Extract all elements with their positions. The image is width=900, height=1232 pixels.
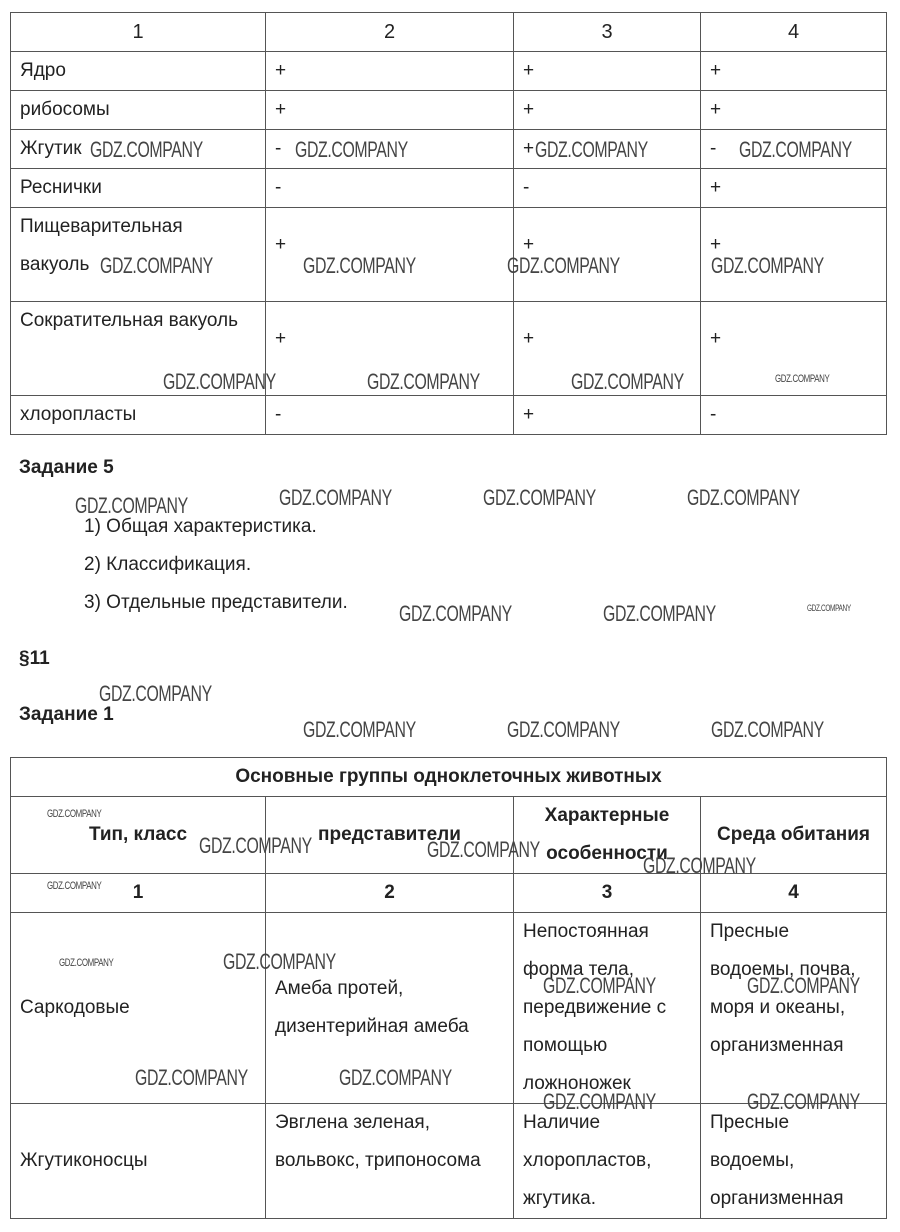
cell: + <box>513 90 701 130</box>
header-cell: 4 <box>700 12 887 52</box>
cell: - <box>700 129 887 169</box>
number-cell: 4 <box>699 873 888 913</box>
table-header-row: Тип, класс представители Характерные осо… <box>10 796 888 874</box>
cell: + <box>700 51 887 91</box>
table-row: Реснички - - + <box>10 168 887 208</box>
cell: Жгутик <box>10 129 266 169</box>
watermark: GDZ.COMPANY <box>99 681 212 706</box>
watermark: GDZ.COMPANY <box>303 717 416 742</box>
task1-heading: Задание 1 <box>19 704 114 725</box>
task5-list: 1) Общая характеристика. 2) Классификаци… <box>84 508 348 622</box>
header-cell: представители <box>265 796 514 874</box>
cell: - <box>513 168 701 208</box>
cell: Саркодовые <box>10 912 266 1104</box>
cell: - <box>265 129 514 169</box>
cell: + <box>265 51 514 91</box>
list-item: 3) Отдельные представители. <box>84 592 348 613</box>
section-heading: §11 <box>19 648 50 669</box>
cell: Сократительная вакуоль <box>10 301 266 396</box>
cell: Пищеварительная вакуоль <box>10 207 266 302</box>
watermark: GDZ.COMPANY <box>711 717 824 742</box>
cell: Эвглена зеленая, вольвокс, трипоносома <box>265 1103 514 1219</box>
cell: + <box>513 207 701 302</box>
organelles-table: 1 2 3 4 Ядро + + + рибосомы + + + Жгутик - + - Ре… <box>10 12 887 435</box>
table-row: Ядро + + + <box>10 51 887 91</box>
cell: Жгутиконосцы <box>10 1103 266 1219</box>
cell: + <box>513 51 701 91</box>
cell: Непостоянная форма тела, передвижение с … <box>513 912 701 1104</box>
table-row: рибосомы + + + <box>10 90 887 130</box>
number-cell: 1 <box>10 873 266 913</box>
cell: Реснички <box>10 168 266 208</box>
header-cell: 3 <box>513 12 701 52</box>
number-cell: 2 <box>265 873 514 913</box>
cell: Пресные водоемы, почва, моря и океаны, о… <box>699 912 888 1104</box>
table-title: Основные группы одноклеточных животных <box>9 757 888 797</box>
list-item: 1) Общая характеристика. <box>84 516 317 537</box>
cell: Амеба протей, дизентерийная амеба <box>265 912 514 1104</box>
number-cell: 3 <box>513 873 701 913</box>
table-row: Жгутиконосцы Эвглена зеленая, вольвокс, … <box>10 1103 888 1219</box>
cell: + <box>700 207 887 302</box>
table-row: Пищеварительная вакуоль + + + <box>10 207 887 302</box>
table-row: Жгутик - + - <box>10 129 887 169</box>
cell: + <box>513 395 701 435</box>
task5-heading: Задание 5 <box>19 457 114 478</box>
header-cell: Среда обитания <box>699 796 888 874</box>
watermark: GDZ.COMPANY <box>507 717 620 742</box>
cell: рибосомы <box>10 90 266 130</box>
table-title-row: Основные группы одноклеточных животных <box>9 757 888 797</box>
header-cell: Характерные особенности <box>513 796 701 874</box>
cell: хлоропласты <box>10 395 266 435</box>
cell: + <box>265 301 514 396</box>
cell: + <box>700 168 887 208</box>
watermark: GDZ.COMPANY <box>687 485 800 510</box>
table-row: хлоропласты - + - <box>10 395 887 435</box>
cell: Наличие хлоропластов, жгутика. <box>513 1103 701 1219</box>
header-cell: 2 <box>265 12 514 52</box>
cell: - <box>265 168 514 208</box>
cell: + <box>700 90 887 130</box>
cell: + <box>513 129 701 169</box>
table-number-row: 1 2 3 4 <box>10 873 888 913</box>
watermark: GDZ.COMPANY <box>399 601 512 626</box>
table-row: Саркодовые Амеба протей, дизентерийная а… <box>10 912 888 1104</box>
cell: Ядро <box>10 51 266 91</box>
cell: Пресные водоемы, организменная <box>699 1103 888 1219</box>
watermark: GDZ.COMPANY <box>483 485 596 510</box>
header-cell: 1 <box>10 12 266 52</box>
cell: + <box>513 301 701 396</box>
cell: + <box>700 301 887 396</box>
cell: + <box>265 207 514 302</box>
cell: - <box>700 395 887 435</box>
table-header-row: 1 2 3 4 <box>10 12 887 52</box>
cell: - <box>265 395 514 435</box>
watermark: GDZ.COMPANY <box>603 601 716 626</box>
list-item: 2) Классификация. <box>84 554 252 575</box>
protozoa-groups-table: Основные группы одноклеточных животных Т… <box>9 757 888 1219</box>
cell: + <box>265 90 514 130</box>
table-row: Сократительная вакуоль + + + <box>10 301 887 396</box>
watermark: GDZ.COMPANY <box>807 603 851 613</box>
header-cell: Тип, класс <box>10 796 266 874</box>
